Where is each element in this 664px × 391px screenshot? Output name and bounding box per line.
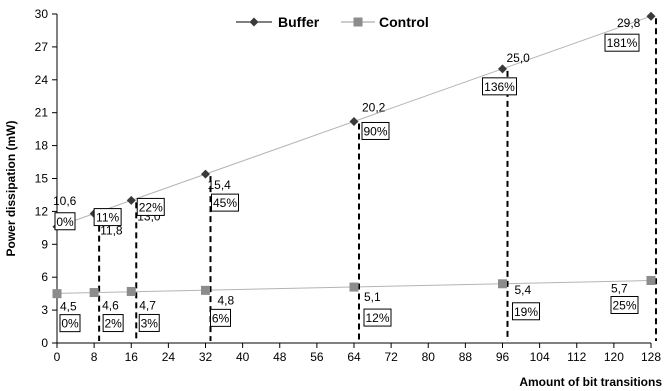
buffer-value-label: 10,6 bbox=[53, 194, 77, 208]
control-value-label: 5,4 bbox=[515, 283, 532, 297]
control-percent-label: 3% bbox=[141, 316, 159, 330]
control-value-label: 4,7 bbox=[139, 298, 156, 312]
y-tick-label: 6 bbox=[41, 270, 48, 284]
buffer-percent-label: 90% bbox=[363, 124, 387, 138]
y-tick-label: 21 bbox=[35, 106, 49, 120]
x-tick-label: 104 bbox=[530, 350, 550, 364]
x-tick-label: 72 bbox=[384, 350, 398, 364]
buffer-percent-label-box bbox=[604, 33, 640, 52]
legend: Buffer Control bbox=[236, 14, 429, 30]
legend-marker-control bbox=[353, 17, 363, 27]
x-tick-label: 88 bbox=[459, 350, 473, 364]
buffer-data-point bbox=[349, 116, 359, 126]
y-tick-label: 0 bbox=[41, 336, 48, 350]
buffer-percent-label: 11% bbox=[96, 211, 119, 225]
x-tick-label: 120 bbox=[604, 350, 624, 364]
buffer-percent-label: 136% bbox=[484, 80, 515, 94]
buffer-value-label: 15,4 bbox=[208, 178, 232, 192]
x-tick-label: 96 bbox=[496, 350, 510, 364]
control-value-label: 5,7 bbox=[611, 281, 628, 295]
trend-lines bbox=[56, 15, 652, 294]
data-labels: 10,60%11,811% 13,022%15,445%20,290%25,013… bbox=[53, 16, 641, 333]
x-tick-label: 56 bbox=[310, 350, 324, 364]
buffer-percent-label: 45% bbox=[213, 196, 237, 210]
control-percent-label-box bbox=[59, 314, 81, 333]
y-tick-label: 12 bbox=[35, 204, 49, 218]
x-tick-label: 8 bbox=[91, 350, 98, 364]
drop-lines bbox=[98, 18, 657, 341]
y-tick-label: 18 bbox=[35, 139, 49, 153]
x-tick-label: 16 bbox=[125, 350, 139, 364]
buffer-data-point bbox=[201, 169, 210, 179]
y-tick-label: 15 bbox=[35, 172, 49, 186]
legend-label-buffer: Buffer bbox=[278, 14, 320, 30]
control-percent-label: 0% bbox=[61, 317, 79, 331]
control-data-point bbox=[89, 288, 99, 298]
control-value-label: 4,8 bbox=[218, 293, 235, 307]
buffer-percent-label-box bbox=[93, 208, 122, 227]
buffer-percent-label: 22% bbox=[139, 200, 163, 214]
control-percent-label-box bbox=[138, 313, 160, 332]
control-percent-label-box bbox=[102, 314, 124, 333]
control-data-point bbox=[201, 285, 210, 295]
control-percent-label: 2% bbox=[104, 317, 122, 331]
control-data-point bbox=[52, 289, 62, 299]
y-tick-label: 24 bbox=[35, 73, 49, 87]
buffer-data-point bbox=[126, 195, 136, 205]
control-data-point bbox=[498, 279, 507, 289]
y-axis-title: Power dissipation (mW) bbox=[4, 120, 18, 256]
buffer-percent-label-box bbox=[211, 193, 239, 212]
buffer-data-point bbox=[498, 64, 507, 74]
buffer-percent-label-box bbox=[136, 197, 165, 216]
control-value-label: 5,1 bbox=[364, 290, 381, 304]
axes-layer: 0 3 6 9 12 15 18 21 24 27 30 0 8 16 24 32 40 48 56 64 72 80 88… bbox=[35, 7, 662, 364]
buffer-data-point bbox=[646, 11, 656, 21]
buffer-percent-label-box bbox=[482, 77, 517, 96]
control-percent-label-box bbox=[363, 308, 392, 327]
legend-label-control: Control bbox=[379, 14, 429, 30]
buffer-value-label: 25,0 bbox=[507, 51, 531, 65]
control-value-label: 4,6 bbox=[102, 299, 119, 313]
x-tick-label: 80 bbox=[422, 350, 436, 364]
y-tick-label: 3 bbox=[41, 303, 48, 317]
x-tick-label: 0 bbox=[54, 350, 61, 364]
x-tick-label: 48 bbox=[273, 350, 287, 364]
buffer-percent-label-box bbox=[361, 121, 390, 140]
control-percent-label: 6% bbox=[212, 311, 230, 325]
control-data-point bbox=[349, 282, 359, 292]
control-percent-label: 12% bbox=[365, 311, 389, 325]
buffer-percent-label-box bbox=[54, 212, 76, 231]
buffer-percent-label: 181% bbox=[607, 36, 638, 50]
x-tick-label: 32 bbox=[199, 350, 213, 364]
control-percent-label-box bbox=[512, 302, 540, 321]
x-tick-label: 128 bbox=[641, 350, 661, 364]
x-tick-label: 24 bbox=[162, 350, 176, 364]
x-tick-label: 40 bbox=[236, 350, 250, 364]
control-percent-label-box bbox=[210, 308, 231, 327]
control-value-label: 4,5 bbox=[60, 300, 77, 314]
y-tick-label: 30 bbox=[35, 7, 49, 21]
buffer-value-label: 29,8 bbox=[617, 16, 641, 30]
x-tick-label: 64 bbox=[347, 350, 361, 364]
control-data-point bbox=[126, 286, 136, 296]
control-data-point bbox=[646, 275, 656, 285]
x-axis-title: Amount of bit transitions bbox=[519, 375, 662, 389]
y-tick-label: 9 bbox=[41, 237, 48, 251]
buffer-value-label: 11,8 bbox=[100, 224, 123, 238]
x-tick-label: 112 bbox=[567, 350, 586, 364]
buffer-value-label: 20,2 bbox=[362, 100, 386, 114]
control-percent-label: 19% bbox=[514, 305, 538, 319]
buffer-percent-label: 0% bbox=[56, 215, 74, 229]
y-tick-label: 27 bbox=[35, 40, 49, 54]
control-percent-label: 25% bbox=[612, 298, 636, 312]
control-percent-label-box bbox=[610, 295, 639, 314]
legend-marker-buffer bbox=[249, 17, 259, 27]
data-markers bbox=[52, 11, 656, 299]
